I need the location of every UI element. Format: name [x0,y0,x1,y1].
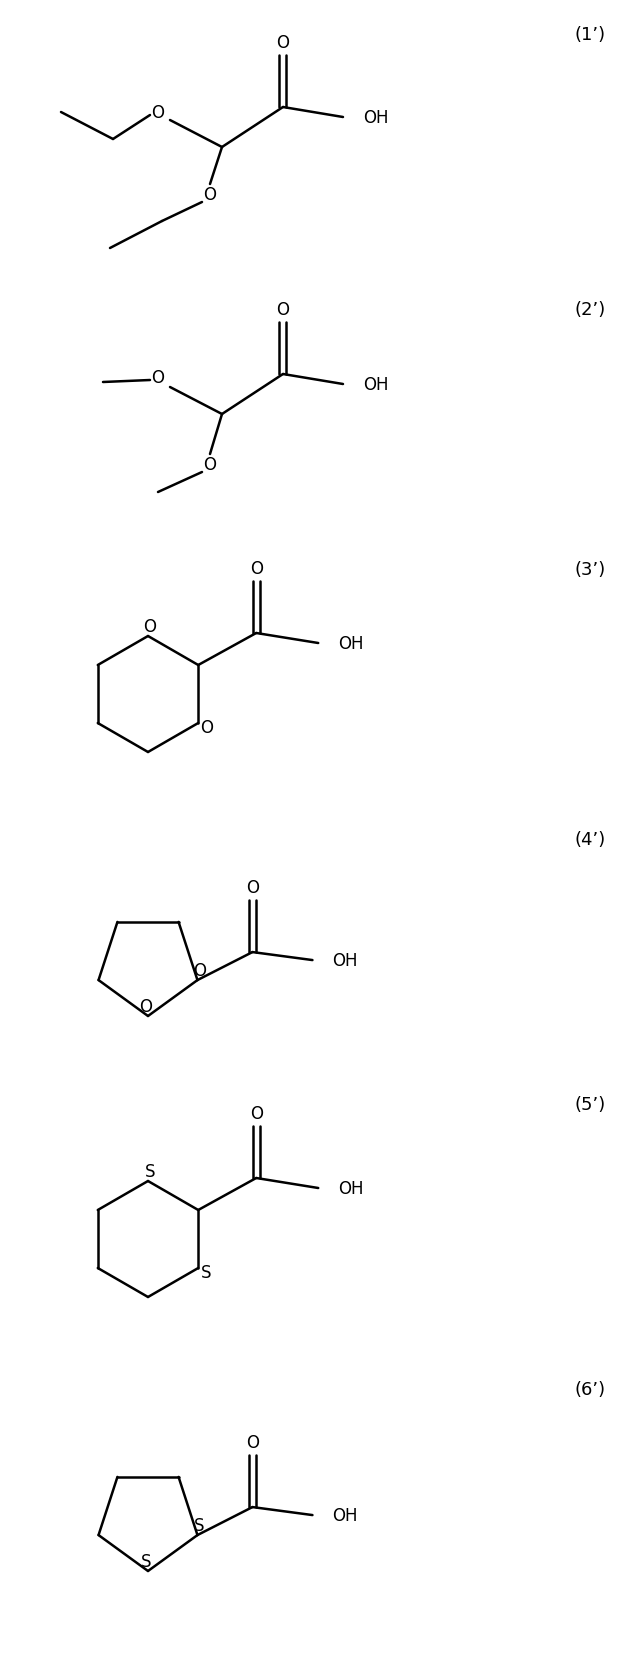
Text: O: O [143,617,156,636]
Text: OH: OH [338,1179,363,1198]
Text: O: O [204,455,216,473]
Text: (2’): (2’) [574,301,606,320]
Text: OH: OH [363,109,389,127]
Text: O: O [250,1104,262,1123]
Text: (1’): (1’) [574,27,606,43]
Text: S: S [144,1163,155,1179]
Text: OH: OH [333,952,358,969]
Text: O: O [246,1434,259,1450]
Text: O: O [276,33,290,52]
Text: O: O [151,368,165,386]
Text: (6’): (6’) [574,1380,606,1399]
Text: (4’): (4’) [574,830,606,848]
Text: OH: OH [338,634,363,652]
Text: O: O [151,104,165,122]
Text: O: O [276,301,290,320]
Text: O: O [204,186,216,204]
Text: S: S [141,1553,151,1569]
Text: S: S [194,1516,204,1534]
Text: OH: OH [333,1506,358,1524]
Text: (5’): (5’) [574,1096,606,1113]
Text: O: O [193,962,206,979]
Text: OH: OH [363,376,389,393]
Text: O: O [246,878,259,897]
Text: (3’): (3’) [574,560,606,579]
Text: O: O [200,719,213,736]
Text: O: O [139,997,153,1016]
Text: S: S [201,1263,211,1282]
Text: O: O [250,560,262,577]
